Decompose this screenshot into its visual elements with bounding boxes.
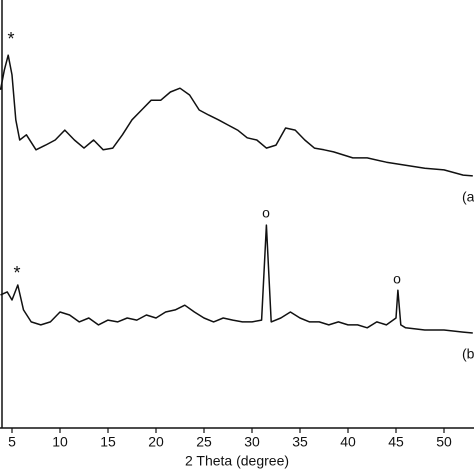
- x-tick-label: 40: [340, 434, 356, 450]
- x-tick-label: 35: [292, 434, 308, 450]
- x-tick-label: 30: [244, 434, 260, 450]
- x-tick-label: 45: [388, 434, 404, 450]
- series-label: (b: [462, 346, 474, 362]
- x-tick-label: 25: [196, 434, 212, 450]
- series-label: (a: [462, 189, 474, 205]
- annotation: *: [13, 263, 20, 283]
- annotation: o: [262, 205, 270, 221]
- x-tick-label: 20: [148, 434, 164, 450]
- x-tick-label: 5: [8, 434, 16, 450]
- x-tick-label: 50: [436, 434, 452, 450]
- annotation: *: [7, 29, 14, 49]
- x-axis-label: 2 Theta (degree): [185, 453, 289, 469]
- series-line: [0, 54, 473, 177]
- x-tick-label: 15: [100, 434, 116, 450]
- series-line: [0, 224, 473, 334]
- annotation: o: [393, 271, 401, 287]
- x-tick-label: 10: [52, 434, 68, 450]
